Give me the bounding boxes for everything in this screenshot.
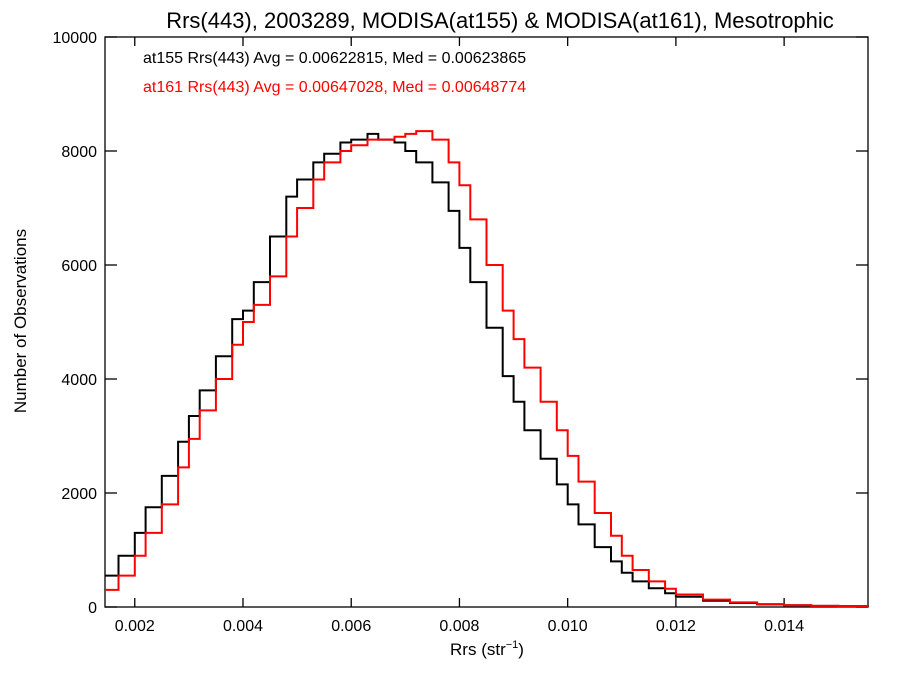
y-tick-label: 2000 — [61, 486, 97, 503]
x-axis-label-superscript: −1 — [506, 639, 519, 651]
y-tick-label: 4000 — [61, 372, 97, 389]
x-tick-label: 0.010 — [548, 618, 588, 635]
y-axis-label: Number of Observations — [11, 229, 30, 413]
x-axis-label-close: ) — [518, 640, 524, 659]
annotation-at155: at155 Rrs(443) Avg = 0.00622815, Med = 0… — [143, 50, 526, 67]
x-tick-label: 0.014 — [764, 618, 804, 635]
chart-title: Rrs(443), 2003289, MODISA(at155) & MODIS… — [166, 8, 834, 33]
y-tick-label: 0 — [88, 600, 97, 617]
x-tick-label: 0.006 — [331, 618, 371, 635]
series-line-at155 — [105, 132, 869, 608]
x-tick-label: 0.008 — [439, 618, 479, 635]
axes: 0.002 0.004 0.006 0.008 0.010 0.012 0.014 0 2000… — [53, 30, 869, 635]
x-tick-label: 0.002 — [115, 618, 155, 635]
x-tick-label: 0.012 — [656, 618, 696, 635]
y-tick-label: 6000 — [61, 258, 97, 275]
x-tick-label: 0.004 — [223, 618, 263, 635]
y-tick-label: 8000 — [61, 144, 97, 161]
plot-frame — [104, 36, 869, 608]
x-axis-label: Rrs (str−1) — [450, 639, 524, 659]
y-tick-label: 10000 — [53, 30, 98, 47]
series-line-at161 — [105, 130, 869, 608]
series-lines — [105, 130, 869, 608]
x-axis-label-main: Rrs (str — [450, 640, 506, 659]
annotation-at161: at161 Rrs(443) Avg = 0.00647028, Med = 0… — [143, 79, 526, 96]
